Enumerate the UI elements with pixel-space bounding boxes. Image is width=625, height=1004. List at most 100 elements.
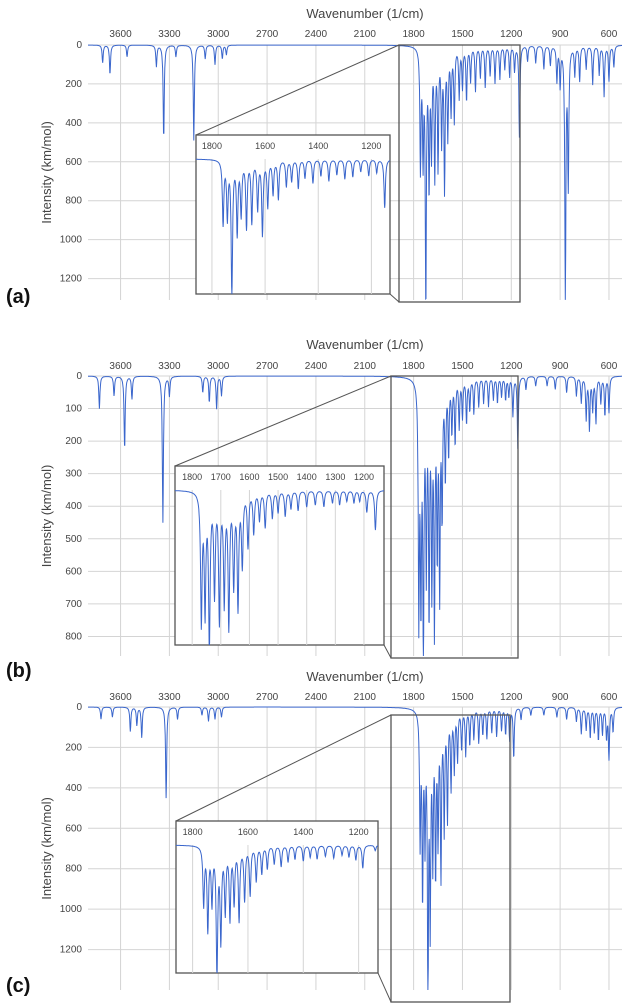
y-tick-label: 600 bbox=[65, 157, 82, 168]
x-tick-label: 1800 bbox=[402, 29, 425, 40]
x-tick-label: 1500 bbox=[451, 692, 474, 703]
x-tick-label: 600 bbox=[601, 361, 618, 372]
y-tick-label: 200 bbox=[65, 742, 82, 753]
x-tick-label: 1800 bbox=[402, 692, 425, 703]
inset-tick-label: 1200 bbox=[361, 141, 381, 151]
inset-spectrum-line bbox=[175, 490, 384, 646]
inset-tick-label: 1600 bbox=[255, 141, 275, 151]
panel-label-b: (b) bbox=[6, 660, 32, 682]
x-axis-title: Wavenumber (1/cm) bbox=[306, 337, 423, 352]
spectrum-line bbox=[88, 706, 623, 991]
panel-label-a: (a) bbox=[6, 286, 31, 308]
inset-tick-label: 1700 bbox=[211, 472, 231, 482]
inset-tick-label: 1400 bbox=[293, 827, 313, 837]
inset-tick-label: 1800 bbox=[202, 141, 222, 151]
x-tick-label: 2700 bbox=[256, 29, 279, 40]
y-tick-label: 1000 bbox=[60, 904, 83, 915]
y-tick-label: 400 bbox=[65, 118, 82, 129]
x-tick-label: 2400 bbox=[305, 361, 328, 372]
y-tick-label: 0 bbox=[76, 371, 82, 382]
x-tick-label: 600 bbox=[601, 29, 618, 40]
x-tick-label: 1200 bbox=[500, 692, 523, 703]
inset-tick-label: 1400 bbox=[308, 141, 328, 151]
x-tick-label: 3600 bbox=[109, 361, 132, 372]
panel-label-c: (c) bbox=[6, 975, 31, 997]
x-tick-label: 900 bbox=[552, 361, 569, 372]
y-tick-label: 800 bbox=[65, 864, 82, 875]
inset-tick-label: 1200 bbox=[354, 472, 374, 482]
inset-tick-label: 1800 bbox=[182, 472, 202, 482]
x-tick-label: 2100 bbox=[354, 692, 377, 703]
x-axis-title: Wavenumber (1/cm) bbox=[306, 6, 423, 21]
y-tick-label: 100 bbox=[65, 404, 82, 415]
inset-frame bbox=[195, 134, 391, 295]
x-tick-label: 3300 bbox=[158, 692, 181, 703]
y-tick-label: 400 bbox=[65, 783, 82, 794]
zoom-box bbox=[390, 375, 519, 659]
x-tick-label: 3300 bbox=[158, 29, 181, 40]
y-tick-label: 1000 bbox=[60, 235, 83, 246]
x-tick-label: 2100 bbox=[354, 29, 377, 40]
x-tick-label: 2700 bbox=[256, 361, 279, 372]
inset-tick-label: 1800 bbox=[183, 827, 203, 837]
x-tick-label: 1500 bbox=[451, 29, 474, 40]
inset-tick-label: 1600 bbox=[238, 827, 258, 837]
inset-spectrum-line bbox=[196, 158, 391, 295]
zoom-connector bbox=[377, 972, 392, 1003]
y-tick-label: 700 bbox=[65, 599, 82, 610]
x-tick-label: 2400 bbox=[305, 29, 328, 40]
inset-spectrum-line bbox=[176, 844, 379, 974]
x-tick-label: 900 bbox=[552, 692, 569, 703]
x-tick-label: 600 bbox=[601, 692, 618, 703]
x-tick-label: 900 bbox=[552, 29, 569, 40]
x-tick-label: 2100 bbox=[354, 361, 377, 372]
zoom-connector bbox=[389, 293, 400, 303]
y-axis-title: Intensity (km/mol) bbox=[39, 121, 54, 224]
zoom-connector bbox=[195, 44, 400, 136]
x-tick-label: 1800 bbox=[402, 361, 425, 372]
y-axis-title: Intensity (km/mol) bbox=[39, 465, 54, 568]
x-tick-label: 3600 bbox=[109, 29, 132, 40]
y-tick-label: 600 bbox=[65, 823, 82, 834]
y-tick-label: 1200 bbox=[60, 274, 83, 285]
x-tick-label: 3600 bbox=[109, 692, 132, 703]
y-tick-label: 300 bbox=[65, 469, 82, 480]
inset-tick-label: 1300 bbox=[325, 472, 345, 482]
inset-tick-label: 1500 bbox=[268, 472, 288, 482]
x-tick-label: 2700 bbox=[256, 692, 279, 703]
x-tick-label: 3000 bbox=[207, 29, 230, 40]
y-tick-label: 800 bbox=[65, 196, 82, 207]
zoom-connector bbox=[175, 714, 392, 822]
y-tick-label: 400 bbox=[65, 501, 82, 512]
inset-tick-label: 1200 bbox=[349, 827, 369, 837]
y-tick-label: 0 bbox=[76, 702, 82, 713]
y-tick-label: 600 bbox=[65, 566, 82, 577]
x-tick-label: 1200 bbox=[500, 29, 523, 40]
spectrum-line bbox=[88, 375, 622, 657]
zoom-box bbox=[398, 44, 521, 303]
y-tick-label: 800 bbox=[65, 631, 82, 642]
y-tick-label: 500 bbox=[65, 534, 82, 545]
inset-tick-label: 1400 bbox=[297, 472, 317, 482]
y-axis-title: Intensity (km/mol) bbox=[39, 797, 54, 900]
y-tick-label: 0 bbox=[76, 40, 82, 51]
x-tick-label: 2400 bbox=[305, 692, 328, 703]
x-tick-label: 3000 bbox=[207, 361, 230, 372]
x-tick-label: 3300 bbox=[158, 361, 181, 372]
x-tick-label: 3000 bbox=[207, 692, 230, 703]
spectrum-panel-2: Wavenumber (1/cm) Intensity (km/mol) 3600 3… bbox=[39, 669, 623, 1003]
y-tick-label: 1200 bbox=[60, 945, 83, 956]
spectrum-panel-1: Wavenumber (1/cm) Intensity (km/mol) 3600 3… bbox=[39, 337, 622, 659]
spectrum-panel-0: Wavenumber (1/cm) Intensity (km/mol) 3600 3… bbox=[39, 6, 622, 303]
spectrum-line bbox=[88, 44, 622, 301]
x-tick-label: 1200 bbox=[500, 361, 523, 372]
inset-frame bbox=[175, 820, 379, 974]
y-tick-label: 200 bbox=[65, 79, 82, 90]
x-tick-label: 1500 bbox=[451, 361, 474, 372]
zoom-connector bbox=[383, 644, 392, 659]
zoom-box bbox=[390, 714, 511, 1003]
inset-tick-label: 1600 bbox=[239, 472, 259, 482]
y-tick-label: 200 bbox=[65, 436, 82, 447]
x-axis-title: Wavenumber (1/cm) bbox=[306, 669, 423, 684]
